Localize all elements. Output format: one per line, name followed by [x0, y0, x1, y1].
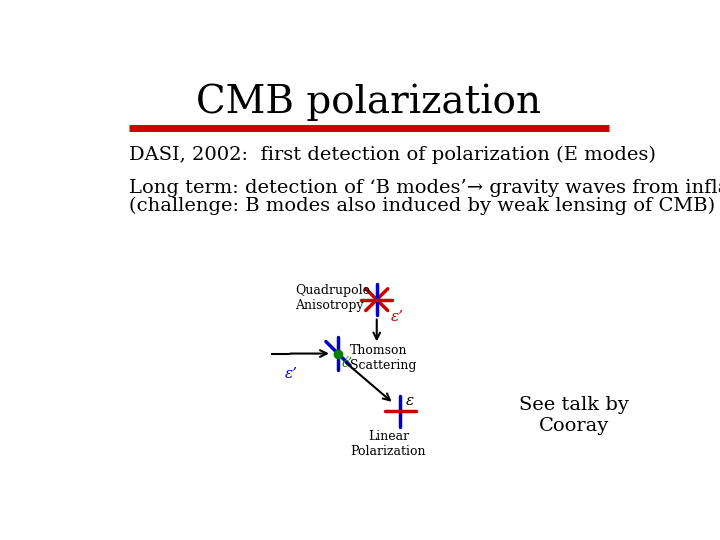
Text: DASI, 2002:  first detection of polarization (E modes): DASI, 2002: first detection of polarizat…: [129, 146, 656, 164]
Text: CMB polarization: CMB polarization: [197, 83, 541, 120]
Text: Quadrupole
Anisotropy: Quadrupole Anisotropy: [295, 284, 370, 312]
Text: Long term: detection of ʻB modes’→ gravity waves from inflation: Long term: detection of ʻB modes’→ gravi…: [129, 179, 720, 197]
Text: See talk by
Cooray: See talk by Cooray: [519, 396, 629, 435]
Text: Thomson
Scattering: Thomson Scattering: [350, 345, 416, 372]
Text: ε’: ε’: [391, 310, 404, 325]
Text: ć’: ć’: [342, 357, 353, 370]
Text: ε: ε: [406, 394, 414, 408]
Text: ε’: ε’: [285, 367, 298, 381]
Text: (challenge: B modes also induced by weak lensing of CMB): (challenge: B modes also induced by weak…: [129, 197, 715, 215]
Text: Linear
Polarization: Linear Polarization: [351, 430, 426, 458]
